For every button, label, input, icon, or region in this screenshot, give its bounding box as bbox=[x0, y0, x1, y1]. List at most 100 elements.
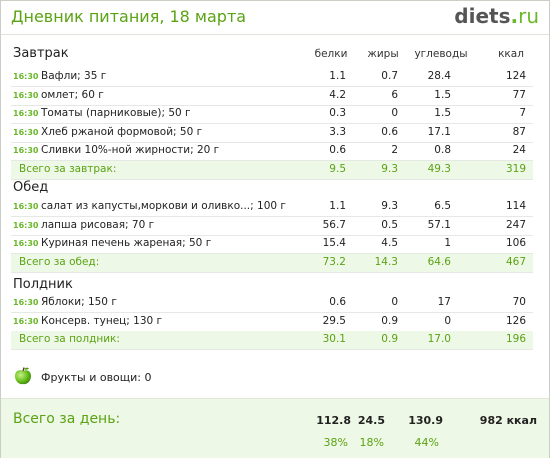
entry-protein: 15.4 bbox=[322, 237, 346, 249]
entry-protein: 1.1 bbox=[329, 70, 346, 82]
entry-protein: 56.7 bbox=[322, 218, 346, 231]
section-total-label: Всего за завтрак: bbox=[19, 162, 117, 175]
entry-protein: 0.6 bbox=[329, 144, 346, 156]
entry-time: 16:30 bbox=[13, 146, 39, 155]
col-fat: жиры bbox=[367, 48, 399, 60]
entry-food-name[interactable]: Томаты (парниковые); 50 г bbox=[41, 107, 191, 119]
total-fat: 9.3 bbox=[381, 162, 398, 175]
food-entry-row[interactable]: 16:30 Куриная печень жареная; 50 г 15.4 4.5… bbox=[11, 235, 533, 254]
food-entry-row[interactable]: 16:30 Хлеб ржаной формовой; 50 г 3.3 0.6 17.… bbox=[11, 124, 533, 143]
entry-fat: 0 bbox=[391, 107, 398, 119]
entry-food-name[interactable]: Хлеб ржаной формовой; 50 г bbox=[41, 125, 203, 138]
total-protein: 9.5 bbox=[329, 162, 346, 175]
entry-protein: 4.2 bbox=[329, 88, 346, 101]
entry-food-name[interactable]: лапша рисовая; 70 г bbox=[41, 218, 155, 231]
entry-fat: 4.5 bbox=[381, 237, 398, 249]
food-entry-row[interactable]: 16:30 Томаты (парниковые); 50 г 0.3 0 1.5 7 bbox=[11, 105, 533, 124]
entry-carbs: 0 bbox=[444, 314, 451, 327]
entry-fat: 9.3 bbox=[381, 200, 398, 212]
total-protein: 73.2 bbox=[322, 255, 346, 268]
entry-time: 16:30 bbox=[13, 316, 39, 326]
entry-food-name[interactable]: салат из капусты,моркови и оливко...; 10… bbox=[41, 200, 286, 212]
entry-carbs: 1.5 bbox=[434, 107, 451, 119]
entry-carbs: 1 bbox=[444, 237, 451, 249]
food-entry-row[interactable]: 16:30 салат из капусты,моркови и оливко..… bbox=[11, 198, 533, 217]
entry-food-name[interactable]: Куриная печень жареная; 50 г bbox=[41, 237, 212, 249]
entry-kcal: 7 bbox=[519, 107, 526, 119]
entry-food-name[interactable]: Сливки 10%-ной жирности; 20 г bbox=[41, 144, 220, 156]
food-entry-row[interactable]: 16:30 омлет; 60 г 4.2 6 1.5 77 bbox=[11, 87, 533, 106]
entry-carbs: 57.1 bbox=[427, 218, 451, 231]
entry-protein: 0.3 bbox=[329, 107, 346, 119]
section-total-row: Всего за завтрак: 9.5 9.3 49.3 319 bbox=[11, 160, 533, 180]
total-protein: 30.1 bbox=[322, 333, 346, 345]
page-title: Дневник питания, 18 марта bbox=[11, 7, 247, 26]
food-entry-row[interactable]: 16:30 Вафли; 35 г 1.1 0.7 28.4 124 bbox=[11, 68, 533, 87]
entry-carbs: 6.5 bbox=[434, 200, 451, 212]
col-kcal: ккал bbox=[498, 48, 524, 60]
food-entry-row[interactable]: 16:30 Сливки 10%-ной жирности; 20 г 0.6 2 0.… bbox=[11, 142, 533, 161]
day-total-fat: 24.5 bbox=[357, 414, 385, 427]
entry-carbs: 1.5 bbox=[434, 88, 451, 101]
day-total-protein: 112.8 bbox=[316, 414, 351, 427]
section-total-row: Всего за обед: 73.2 14.3 64.6 467 bbox=[11, 253, 533, 273]
entry-fat: 0.9 bbox=[381, 314, 398, 327]
total-fat: 14.3 bbox=[374, 255, 398, 268]
entry-kcal: 124 bbox=[505, 70, 526, 82]
total-carbs: 64.6 bbox=[427, 255, 451, 268]
section-lunch-title: Обед bbox=[13, 180, 49, 195]
section-snack-title: Полдник bbox=[13, 277, 73, 292]
day-total-carbs: 130.9 bbox=[408, 414, 443, 427]
total-carbs: 17.0 bbox=[427, 333, 451, 345]
entry-fat: 0.6 bbox=[381, 125, 398, 138]
entry-kcal: 247 bbox=[505, 218, 526, 231]
section-total-label: Всего за обед: bbox=[19, 255, 100, 268]
apple-icon bbox=[15, 367, 31, 385]
entry-food-name[interactable]: Яблоки; 150 г bbox=[41, 296, 117, 308]
entry-time: 16:30 bbox=[13, 90, 39, 100]
entry-time: 16:30 bbox=[13, 202, 39, 211]
total-kcal: 319 bbox=[505, 162, 526, 175]
food-entry-row[interactable]: 16:30 Консерв. тунец; 130 г 29.5 0.9 0 126 bbox=[11, 313, 533, 332]
entry-protein: 3.3 bbox=[329, 125, 346, 138]
day-carbs-percent: 44% bbox=[414, 436, 439, 449]
entry-food-name[interactable]: Вафли; 35 г bbox=[41, 70, 107, 82]
section-total-label: Всего за полдник: bbox=[19, 333, 120, 345]
entry-kcal: 106 bbox=[505, 237, 526, 249]
col-protein: белки bbox=[314, 48, 348, 60]
entry-time: 16:30 bbox=[13, 220, 39, 230]
entry-time: 16:30 bbox=[13, 72, 39, 81]
food-entry-row[interactable]: 16:30 лапша рисовая; 70 г 56.7 0.5 57.1 247 bbox=[11, 217, 533, 236]
brand-dot: . bbox=[510, 4, 519, 28]
entry-protein: 1.1 bbox=[329, 200, 346, 212]
brand-logo[interactable]: diets.ru bbox=[454, 4, 539, 28]
entry-protein: 0.6 bbox=[329, 296, 346, 308]
entry-kcal: 126 bbox=[505, 314, 526, 327]
day-fat-percent: 18% bbox=[359, 436, 384, 449]
entry-kcal: 24 bbox=[512, 144, 526, 156]
entry-food-name[interactable]: Консерв. тунец; 130 г bbox=[41, 314, 163, 327]
entry-kcal: 87 bbox=[512, 125, 526, 138]
header-divider bbox=[1, 34, 549, 35]
entry-fat: 0.7 bbox=[381, 70, 398, 82]
entry-protein: 29.5 bbox=[322, 314, 346, 327]
brand-tld: ru bbox=[518, 4, 539, 28]
section-breakfast-title: Завтрак bbox=[13, 46, 69, 61]
section-total-row: Всего за полдник: 30.1 0.9 17.0 196 bbox=[11, 331, 533, 350]
food-entry-row[interactable]: 16:30 Яблоки; 150 г 0.6 0 17 70 bbox=[11, 294, 533, 313]
entry-kcal: 70 bbox=[512, 296, 526, 308]
total-kcal: 467 bbox=[505, 255, 526, 268]
entry-fat: 0.5 bbox=[381, 218, 398, 231]
entry-time: 16:30 bbox=[13, 127, 39, 137]
day-total-kcal: 982 ккал bbox=[479, 414, 537, 427]
entry-food-name[interactable]: омлет; 60 г bbox=[41, 88, 104, 101]
entry-fat: 0 bbox=[391, 296, 398, 308]
entry-time: 16:30 bbox=[13, 239, 39, 248]
entry-time: 16:30 bbox=[13, 298, 39, 307]
fruits-vegetables-count: Фрукты и овощи: 0 bbox=[41, 371, 152, 384]
entry-carbs: 28.4 bbox=[427, 70, 451, 82]
entry-carbs: 0.8 bbox=[434, 144, 451, 156]
day-protein-percent: 38% bbox=[323, 436, 348, 449]
entry-fat: 6 bbox=[391, 88, 398, 101]
